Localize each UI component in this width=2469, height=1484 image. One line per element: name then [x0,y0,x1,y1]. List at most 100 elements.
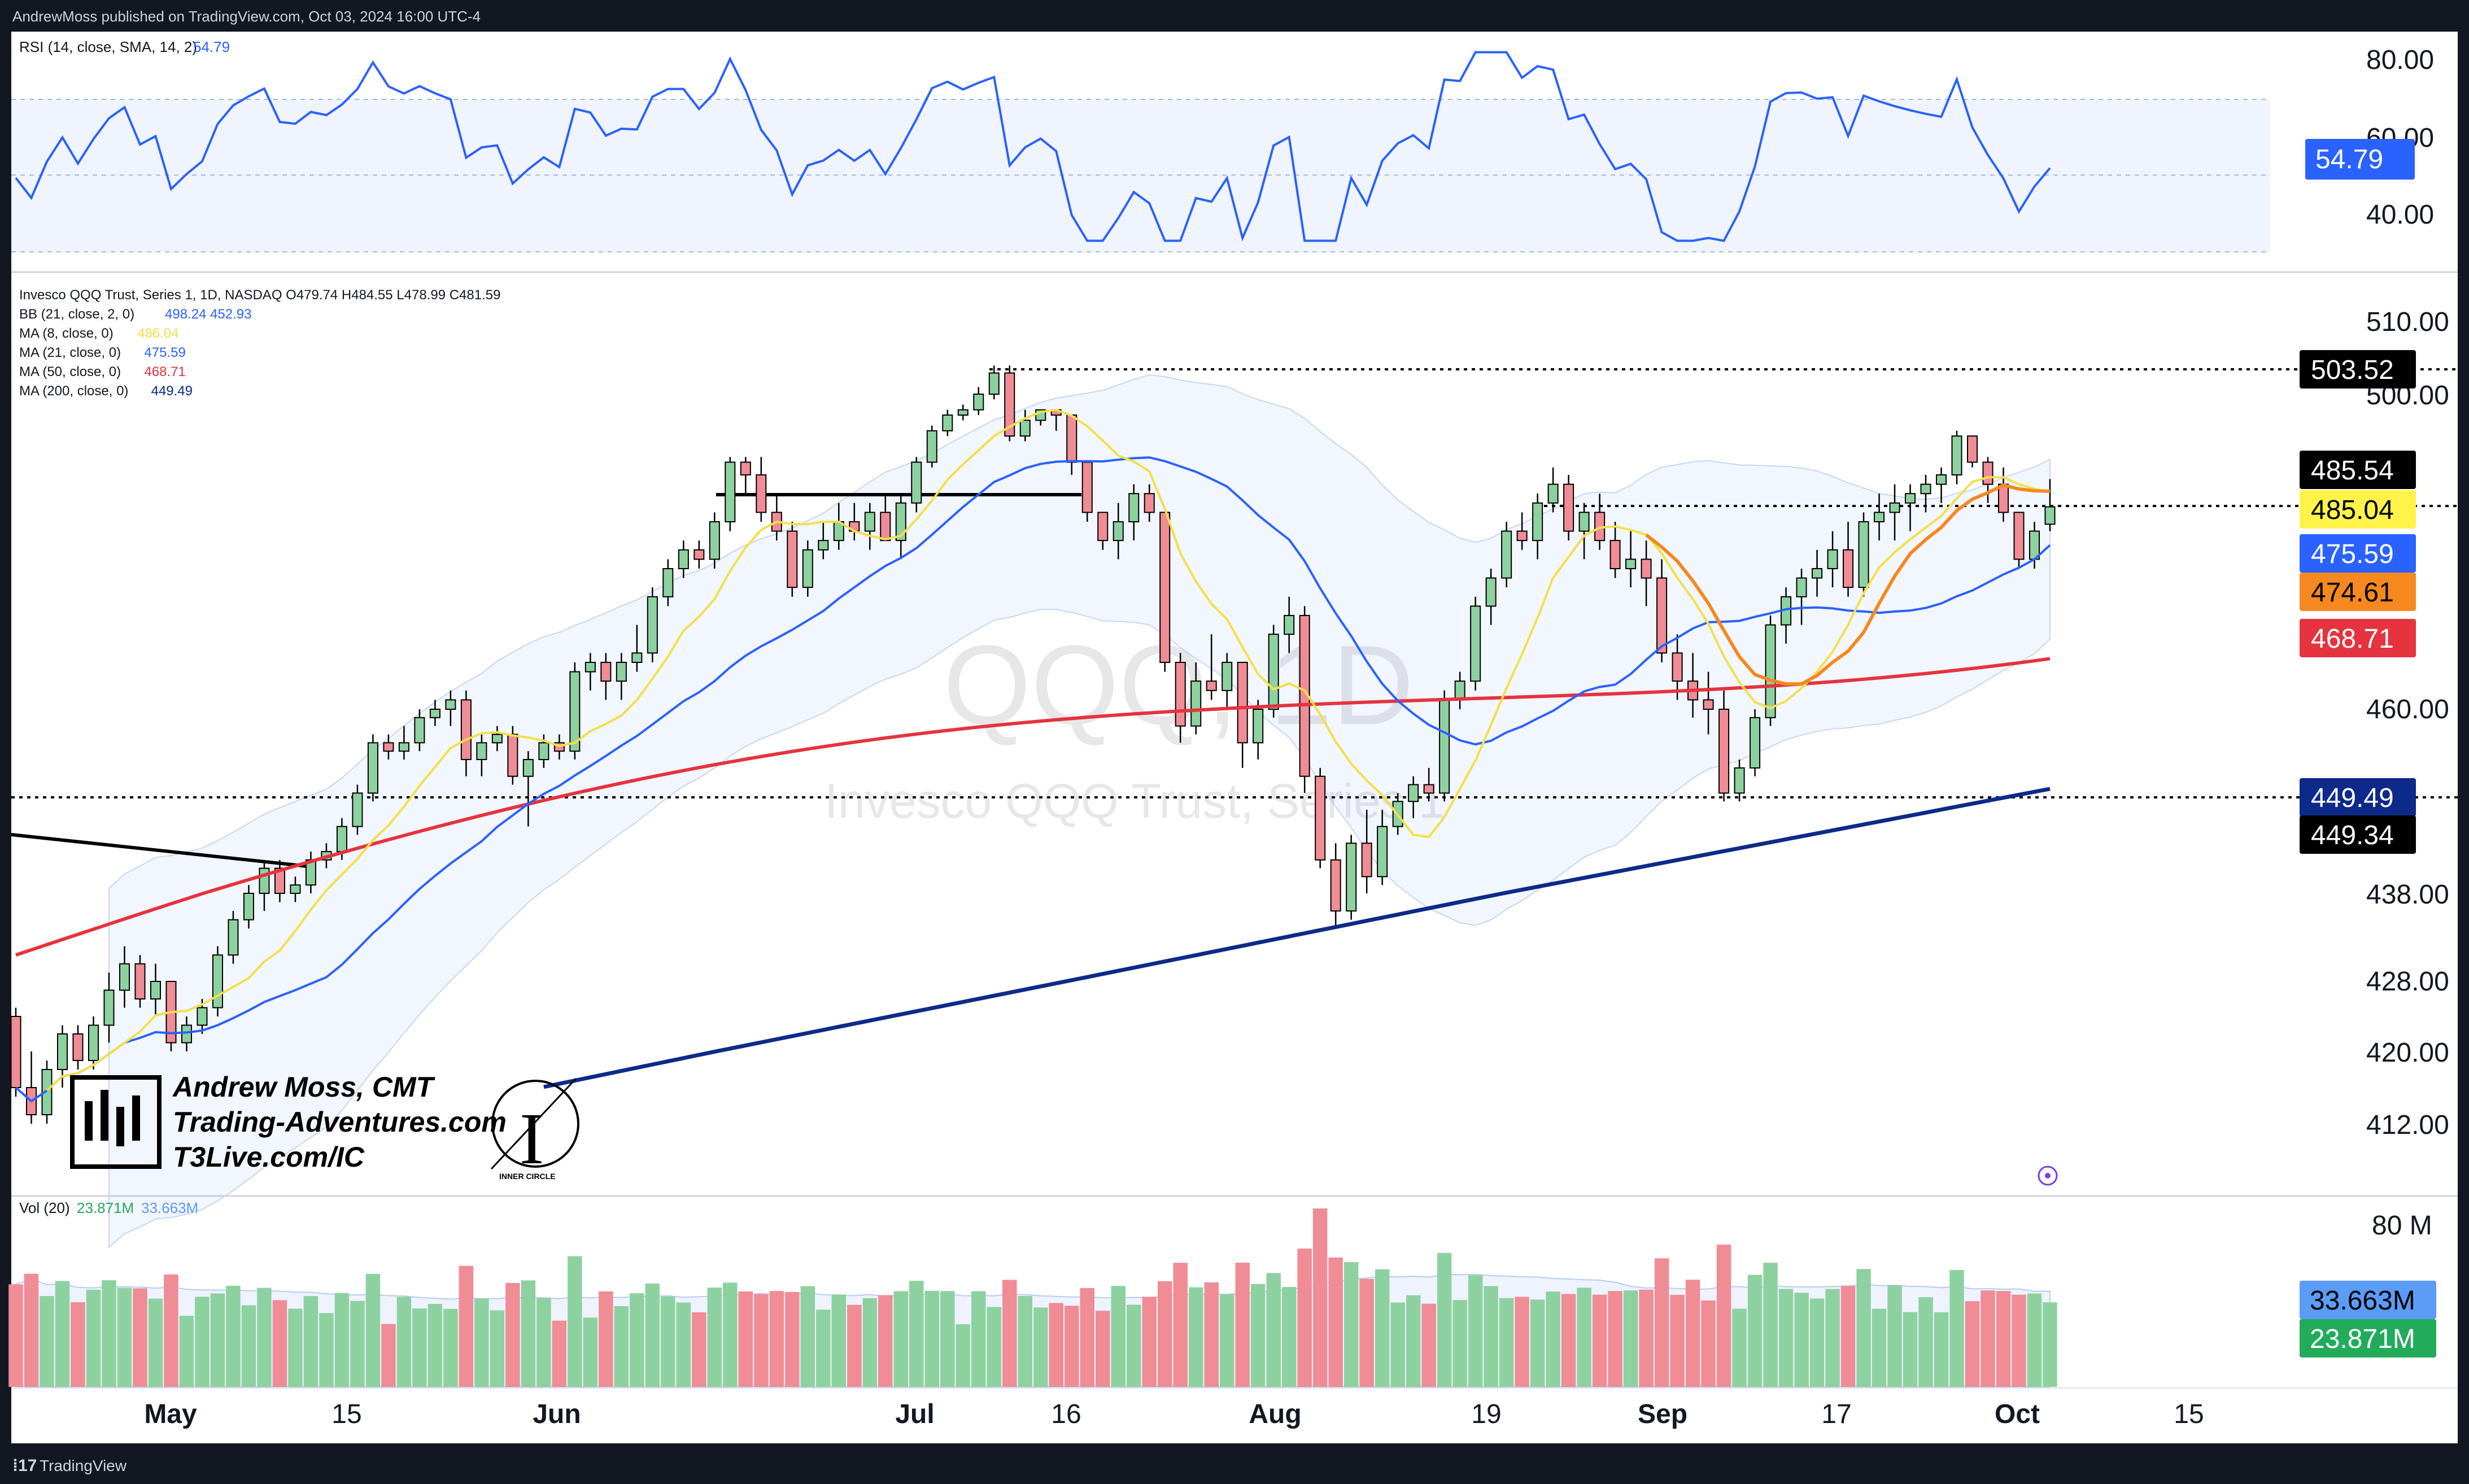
volume-bar [381,1324,396,1387]
candle [1547,467,1559,513]
volume-bar [1996,1291,2011,1387]
candle-body [569,671,581,752]
volume-bar [1716,1245,1731,1387]
candle-body [1874,512,1885,522]
volume-bar [1375,1269,1390,1387]
price-axis-label-5: 420.00 [2366,1038,2449,1068]
volume-bar [1235,1263,1250,1387]
candle [787,521,798,597]
volume-bar [1095,1311,1110,1387]
candle-body [1330,859,1341,912]
candle-body [973,394,984,411]
price-axis-label-0: 510.00 [2366,307,2449,337]
vol-badge [2300,1319,2436,1358]
candle [103,972,115,1043]
author-name: Andrew Moss, CMT [172,1071,436,1103]
candle-body [1097,512,1109,542]
candle-body [538,742,549,761]
candle [72,1025,84,1070]
ma200-line [543,787,2051,1089]
volume-bar [1188,1287,1203,1387]
candle [600,653,612,700]
candle-body [709,521,720,560]
volume-bar [909,1281,924,1387]
rsi-badge-bg [2305,139,2415,180]
candle [1253,700,1264,760]
candle-body [1625,558,1637,569]
candle [756,457,767,522]
svg-text:I: I [520,1098,544,1180]
candle-body [693,549,705,560]
volume-bar [599,1291,613,1387]
candle-body [647,596,658,654]
volume-bar [521,1280,536,1387]
candle-body [134,963,146,1000]
candle-body [1268,634,1279,710]
candle-body [942,414,953,431]
candle-body [429,709,440,718]
candle-body [1175,661,1186,727]
candle [1485,568,1497,625]
candle-body [1765,624,1776,718]
volume-bar [1421,1303,1436,1387]
candle-body [1501,530,1512,579]
candle-body [1920,483,1931,495]
price-axis-label-6: 412.00 [2366,1110,2449,1140]
candle [1377,810,1388,885]
candle [1081,461,1093,522]
candle [367,734,378,802]
volume-bar [1080,1287,1094,1387]
legend-label: MA (21, close, 0) [19,345,121,360]
volume-bar [1204,1282,1219,1387]
candle-body [522,759,534,777]
candle [352,784,363,835]
candle [1019,409,1031,442]
candle-body [491,734,503,744]
price-badge-text: 485.04 [2311,495,2394,525]
price-badge [2300,490,2416,529]
candle [181,1016,192,1051]
footer-brand: TradingView [40,1457,127,1474]
candle-body [1159,512,1171,663]
candle-body [150,981,161,999]
time-axis-label: 19 [1471,1399,1501,1429]
volume-bar [1934,1312,1949,1387]
volume-bar [1312,1208,1328,1387]
price-badge [2300,451,2416,489]
volume-bar [334,1293,350,1387]
volume-bar [1064,1306,1079,1387]
candle [1641,540,1652,606]
volume-bar [1840,1286,1856,1387]
volume-bar [661,1296,675,1387]
candle-body [1827,549,1838,569]
candle-body [1019,420,1031,437]
candle-body [1439,699,1450,794]
candle-body [88,1024,99,1061]
candle-body [1703,699,1714,710]
legend-label: MA (200, close, 0) [19,383,128,399]
volume-bar [257,1287,272,1387]
candle [1874,494,1885,541]
add-indicator-icon[interactable] [2038,1166,2058,1186]
volume-bar [1685,1280,1700,1387]
volume-bar [1126,1304,1141,1387]
volume-bar [1281,1287,1297,1387]
candle [1159,512,1171,672]
candle [1796,568,1807,625]
candle [988,365,1000,400]
price-badge [2300,619,2416,657]
candle [647,587,658,662]
watermark-name: Invesco QQQ Trust, Series 1 [825,774,1445,828]
candle-body [2013,512,2025,560]
volume-bar [1701,1300,1716,1387]
volume-bar [2012,1294,2026,1387]
volume-bars [8,1208,2057,1387]
candle [1858,512,1869,597]
candle-body [895,502,906,542]
candle [1004,365,1015,442]
price-badge-text: 468.71 [2311,624,2394,654]
volume-bar [1887,1285,1902,1387]
time-axis-label: Aug [1249,1399,1301,1429]
legend-label: Invesco QQQ Trust, Series 1, 1D, NASDAQ … [19,287,500,303]
